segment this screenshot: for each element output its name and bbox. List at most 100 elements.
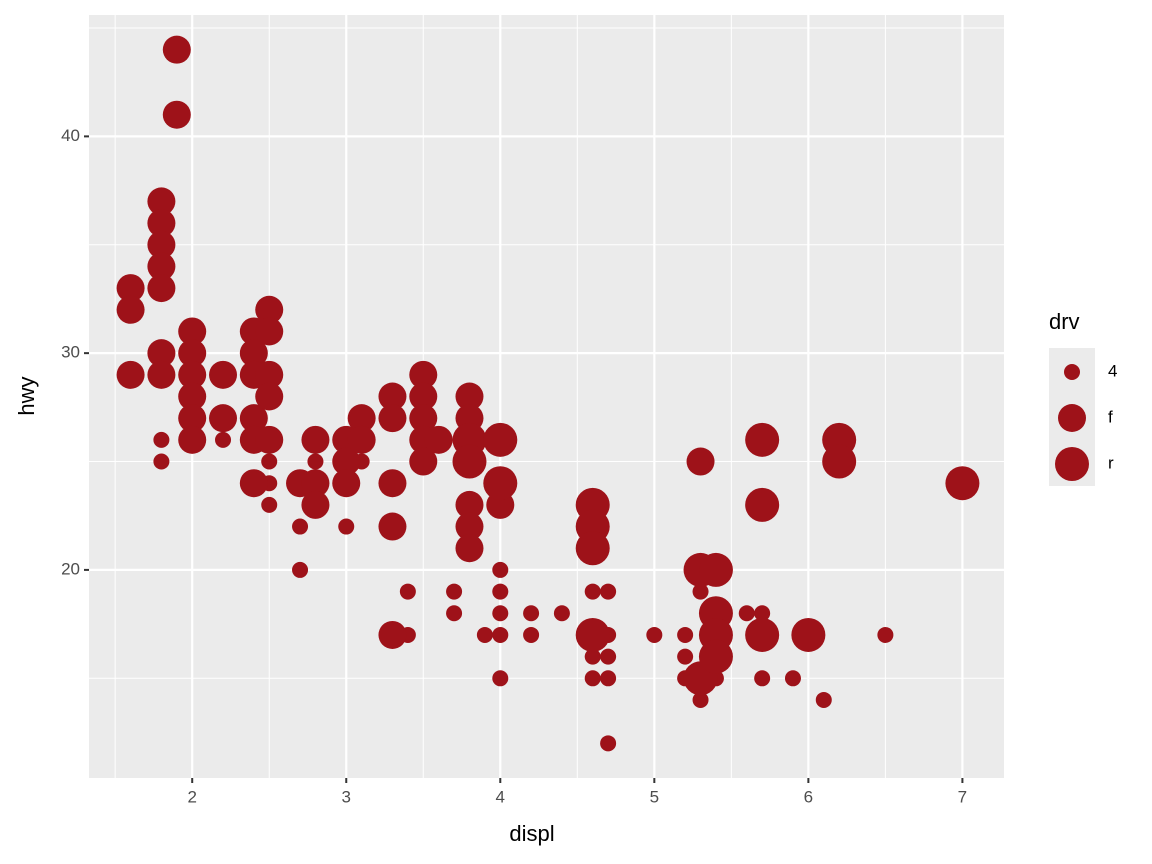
point	[255, 382, 284, 411]
point	[584, 583, 601, 600]
point	[409, 382, 438, 411]
point	[378, 469, 407, 498]
point	[178, 339, 207, 368]
point	[584, 670, 601, 687]
point	[338, 518, 355, 535]
point	[178, 382, 207, 411]
point	[147, 209, 176, 238]
point	[409, 404, 438, 433]
point	[791, 617, 826, 652]
point	[677, 626, 694, 643]
point	[116, 360, 145, 389]
x-tick-label: 4	[496, 787, 505, 806]
point	[261, 496, 278, 513]
point	[677, 648, 694, 665]
point	[292, 518, 309, 535]
point	[147, 230, 176, 259]
point	[147, 274, 176, 303]
point	[600, 583, 617, 600]
point	[116, 295, 145, 324]
point	[239, 404, 268, 433]
point	[822, 444, 857, 479]
legend-key	[1055, 447, 1089, 481]
point	[332, 469, 361, 498]
point	[292, 561, 309, 578]
point	[147, 252, 176, 281]
point	[261, 453, 278, 470]
point	[378, 382, 407, 411]
x-tick-label: 7	[958, 787, 967, 806]
point	[455, 512, 484, 541]
legend-label: 4	[1108, 361, 1117, 380]
point	[745, 617, 780, 652]
y-tick-label: 30	[61, 343, 80, 362]
x-axis-title: displ	[509, 821, 554, 846]
x-tick-label: 6	[804, 787, 813, 806]
point	[492, 626, 509, 643]
point	[446, 605, 463, 622]
point	[455, 534, 484, 563]
point	[162, 100, 191, 129]
legend-key	[1058, 404, 1086, 432]
point	[815, 691, 832, 708]
point	[301, 469, 330, 498]
point	[209, 360, 238, 389]
point	[455, 490, 484, 519]
point	[209, 404, 238, 433]
point	[116, 274, 145, 303]
point	[452, 444, 487, 479]
point	[215, 431, 232, 448]
point	[399, 583, 416, 600]
point	[153, 431, 170, 448]
point	[347, 425, 376, 454]
point	[378, 404, 407, 433]
point	[553, 605, 570, 622]
y-tick-label: 20	[61, 559, 80, 578]
point	[378, 620, 407, 649]
point	[492, 670, 509, 687]
point	[600, 648, 617, 665]
point	[600, 670, 617, 687]
point	[255, 317, 284, 346]
point	[745, 422, 780, 457]
point	[877, 626, 894, 643]
point	[646, 626, 663, 643]
point	[301, 490, 330, 519]
legend-key	[1064, 364, 1080, 380]
point	[692, 691, 709, 708]
point	[492, 605, 509, 622]
point	[738, 605, 755, 622]
point	[584, 648, 601, 665]
point	[523, 626, 540, 643]
point	[255, 295, 284, 324]
point	[754, 605, 771, 622]
point	[424, 425, 453, 454]
point	[784, 670, 801, 687]
point	[178, 360, 207, 389]
point	[239, 469, 268, 498]
point	[446, 583, 463, 600]
point	[483, 422, 518, 457]
point	[409, 360, 438, 389]
legend-title: drv	[1049, 309, 1080, 334]
point	[483, 466, 518, 501]
point	[945, 466, 980, 501]
y-tick-label: 40	[61, 126, 80, 145]
point	[307, 453, 324, 470]
point	[745, 487, 780, 522]
point	[153, 453, 170, 470]
point	[347, 404, 376, 433]
point	[147, 339, 176, 368]
point	[575, 531, 610, 566]
point	[162, 35, 191, 64]
point	[523, 605, 540, 622]
point	[692, 583, 709, 600]
point	[239, 339, 268, 368]
point	[492, 561, 509, 578]
point	[409, 447, 438, 476]
point	[147, 360, 176, 389]
y-axis-title: hwy	[14, 376, 39, 415]
legend-label: r	[1108, 453, 1114, 472]
point	[378, 512, 407, 541]
